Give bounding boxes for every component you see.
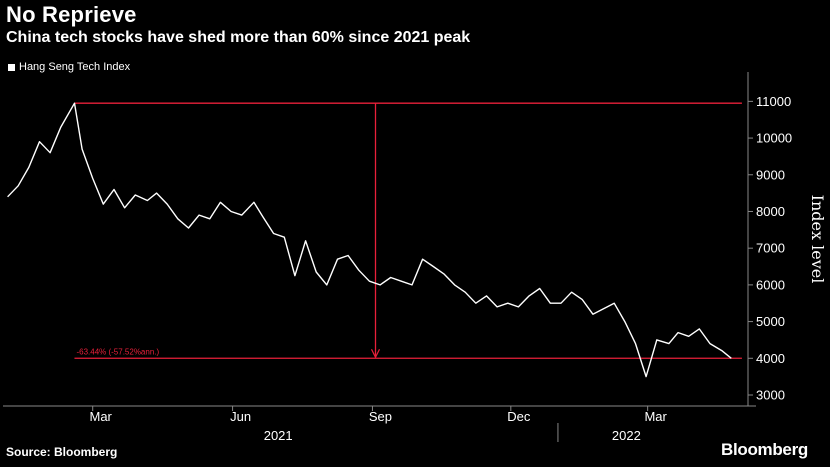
x-tick-label: Sep [369,409,392,424]
series-line-hang-seng-tech [7,102,732,378]
y-tick-label: 7000 [756,241,785,256]
x-tick-label: Dec [507,409,531,424]
x-year-label: 2021 [264,428,293,443]
chart-subtitle: China tech stocks have shed more than 60… [6,29,471,46]
y-axis-title: Index level [808,195,827,284]
decline-arrow-head [370,349,381,359]
legend-label: Hang Seng Tech Index [19,61,131,73]
brand-logo: Bloomberg [720,440,808,459]
y-tick-label: 11000 [756,94,791,109]
x-year-label: 2022 [612,428,641,443]
source-note: Source: Bloomberg [6,445,118,459]
x-tick-label: Mar [644,409,667,424]
y-tick-label: 4000 [756,351,785,366]
chart-title: No Reprieve [6,2,137,27]
y-tick-label: 6000 [756,277,785,292]
x-tick-label: Mar [90,409,113,424]
x-tick-label: Jun [230,409,251,424]
y-tick-label: 8000 [756,204,785,219]
decline-annotation: -63.44% (-57.52%ann.) [76,347,159,356]
y-tick-label: 10000 [756,131,792,146]
legend: Hang Seng Tech Index [8,61,130,73]
y-tick-label: 9000 [756,167,785,182]
y-tick-label: 5000 [756,314,785,329]
legend-swatch [8,63,15,71]
y-tick-label: 3000 [756,387,785,402]
